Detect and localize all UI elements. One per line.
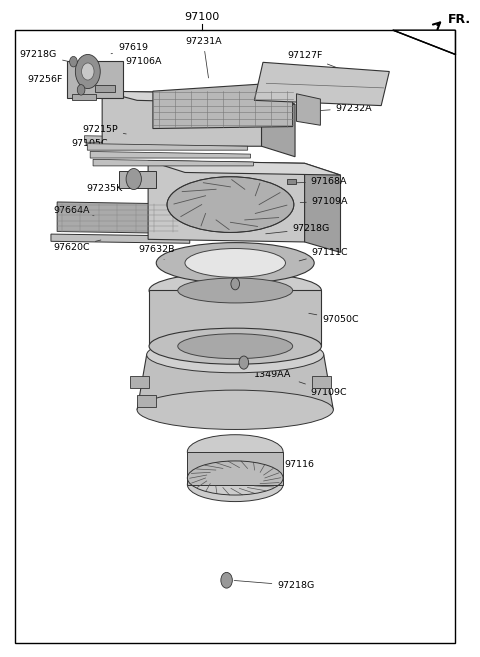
Polygon shape	[148, 161, 305, 242]
Circle shape	[221, 572, 232, 588]
Ellipse shape	[167, 177, 294, 233]
Ellipse shape	[156, 242, 314, 283]
Circle shape	[82, 63, 94, 80]
Polygon shape	[187, 452, 283, 484]
Text: 97050C: 97050C	[309, 313, 359, 324]
Text: 97218G: 97218G	[266, 224, 330, 234]
Polygon shape	[90, 152, 251, 158]
Ellipse shape	[178, 334, 293, 359]
Polygon shape	[120, 171, 156, 187]
Text: 1349AA: 1349AA	[247, 363, 292, 379]
Polygon shape	[297, 94, 321, 125]
Polygon shape	[72, 94, 96, 101]
Polygon shape	[262, 94, 295, 157]
Ellipse shape	[187, 468, 283, 501]
Polygon shape	[137, 396, 156, 407]
Circle shape	[77, 85, 85, 95]
Polygon shape	[130, 376, 149, 388]
Text: 97664A: 97664A	[53, 206, 94, 215]
Ellipse shape	[185, 248, 286, 277]
Text: 97215P: 97215P	[82, 125, 126, 134]
Polygon shape	[137, 355, 333, 410]
Circle shape	[239, 356, 249, 369]
Text: 97256F: 97256F	[27, 75, 79, 84]
Polygon shape	[67, 61, 123, 98]
Ellipse shape	[149, 328, 322, 364]
Text: 97111C: 97111C	[299, 248, 348, 261]
Polygon shape	[254, 62, 389, 106]
Text: 97218G: 97218G	[234, 581, 314, 590]
Polygon shape	[96, 85, 115, 93]
Ellipse shape	[149, 273, 322, 309]
Text: 97232A: 97232A	[318, 104, 372, 113]
Text: FR.: FR.	[448, 12, 471, 26]
Text: 97168A: 97168A	[294, 177, 348, 186]
Polygon shape	[393, 30, 456, 55]
Polygon shape	[87, 144, 248, 150]
Polygon shape	[312, 376, 331, 388]
Text: 97109C: 97109C	[299, 382, 348, 397]
Text: 97218G: 97218G	[20, 50, 72, 62]
Text: 97100: 97100	[184, 12, 219, 22]
Ellipse shape	[137, 390, 333, 430]
Text: 97109A: 97109A	[300, 197, 348, 206]
Text: 97106A: 97106A	[119, 57, 162, 66]
Ellipse shape	[187, 435, 283, 469]
Polygon shape	[51, 234, 190, 243]
Text: 97105C: 97105C	[72, 139, 120, 148]
Circle shape	[75, 55, 100, 89]
Polygon shape	[148, 161, 340, 175]
Polygon shape	[153, 82, 293, 129]
Circle shape	[231, 278, 240, 290]
Polygon shape	[57, 202, 178, 233]
Text: 97231A: 97231A	[185, 37, 222, 78]
Polygon shape	[93, 160, 253, 166]
Text: 97127F: 97127F	[288, 51, 343, 70]
Text: 97620C: 97620C	[53, 240, 101, 252]
Text: 97235K: 97235K	[86, 180, 130, 193]
Circle shape	[70, 57, 77, 67]
Polygon shape	[287, 179, 297, 184]
Ellipse shape	[147, 336, 324, 373]
Polygon shape	[305, 164, 340, 252]
Circle shape	[126, 169, 142, 189]
Polygon shape	[102, 91, 262, 147]
Ellipse shape	[178, 278, 293, 303]
Polygon shape	[84, 136, 245, 143]
Text: 97116: 97116	[273, 461, 314, 469]
Text: 97632B: 97632B	[139, 245, 175, 260]
Text: 97619: 97619	[111, 43, 148, 54]
Polygon shape	[102, 91, 295, 104]
Text: 97225D: 97225D	[82, 91, 120, 100]
Polygon shape	[149, 290, 322, 346]
